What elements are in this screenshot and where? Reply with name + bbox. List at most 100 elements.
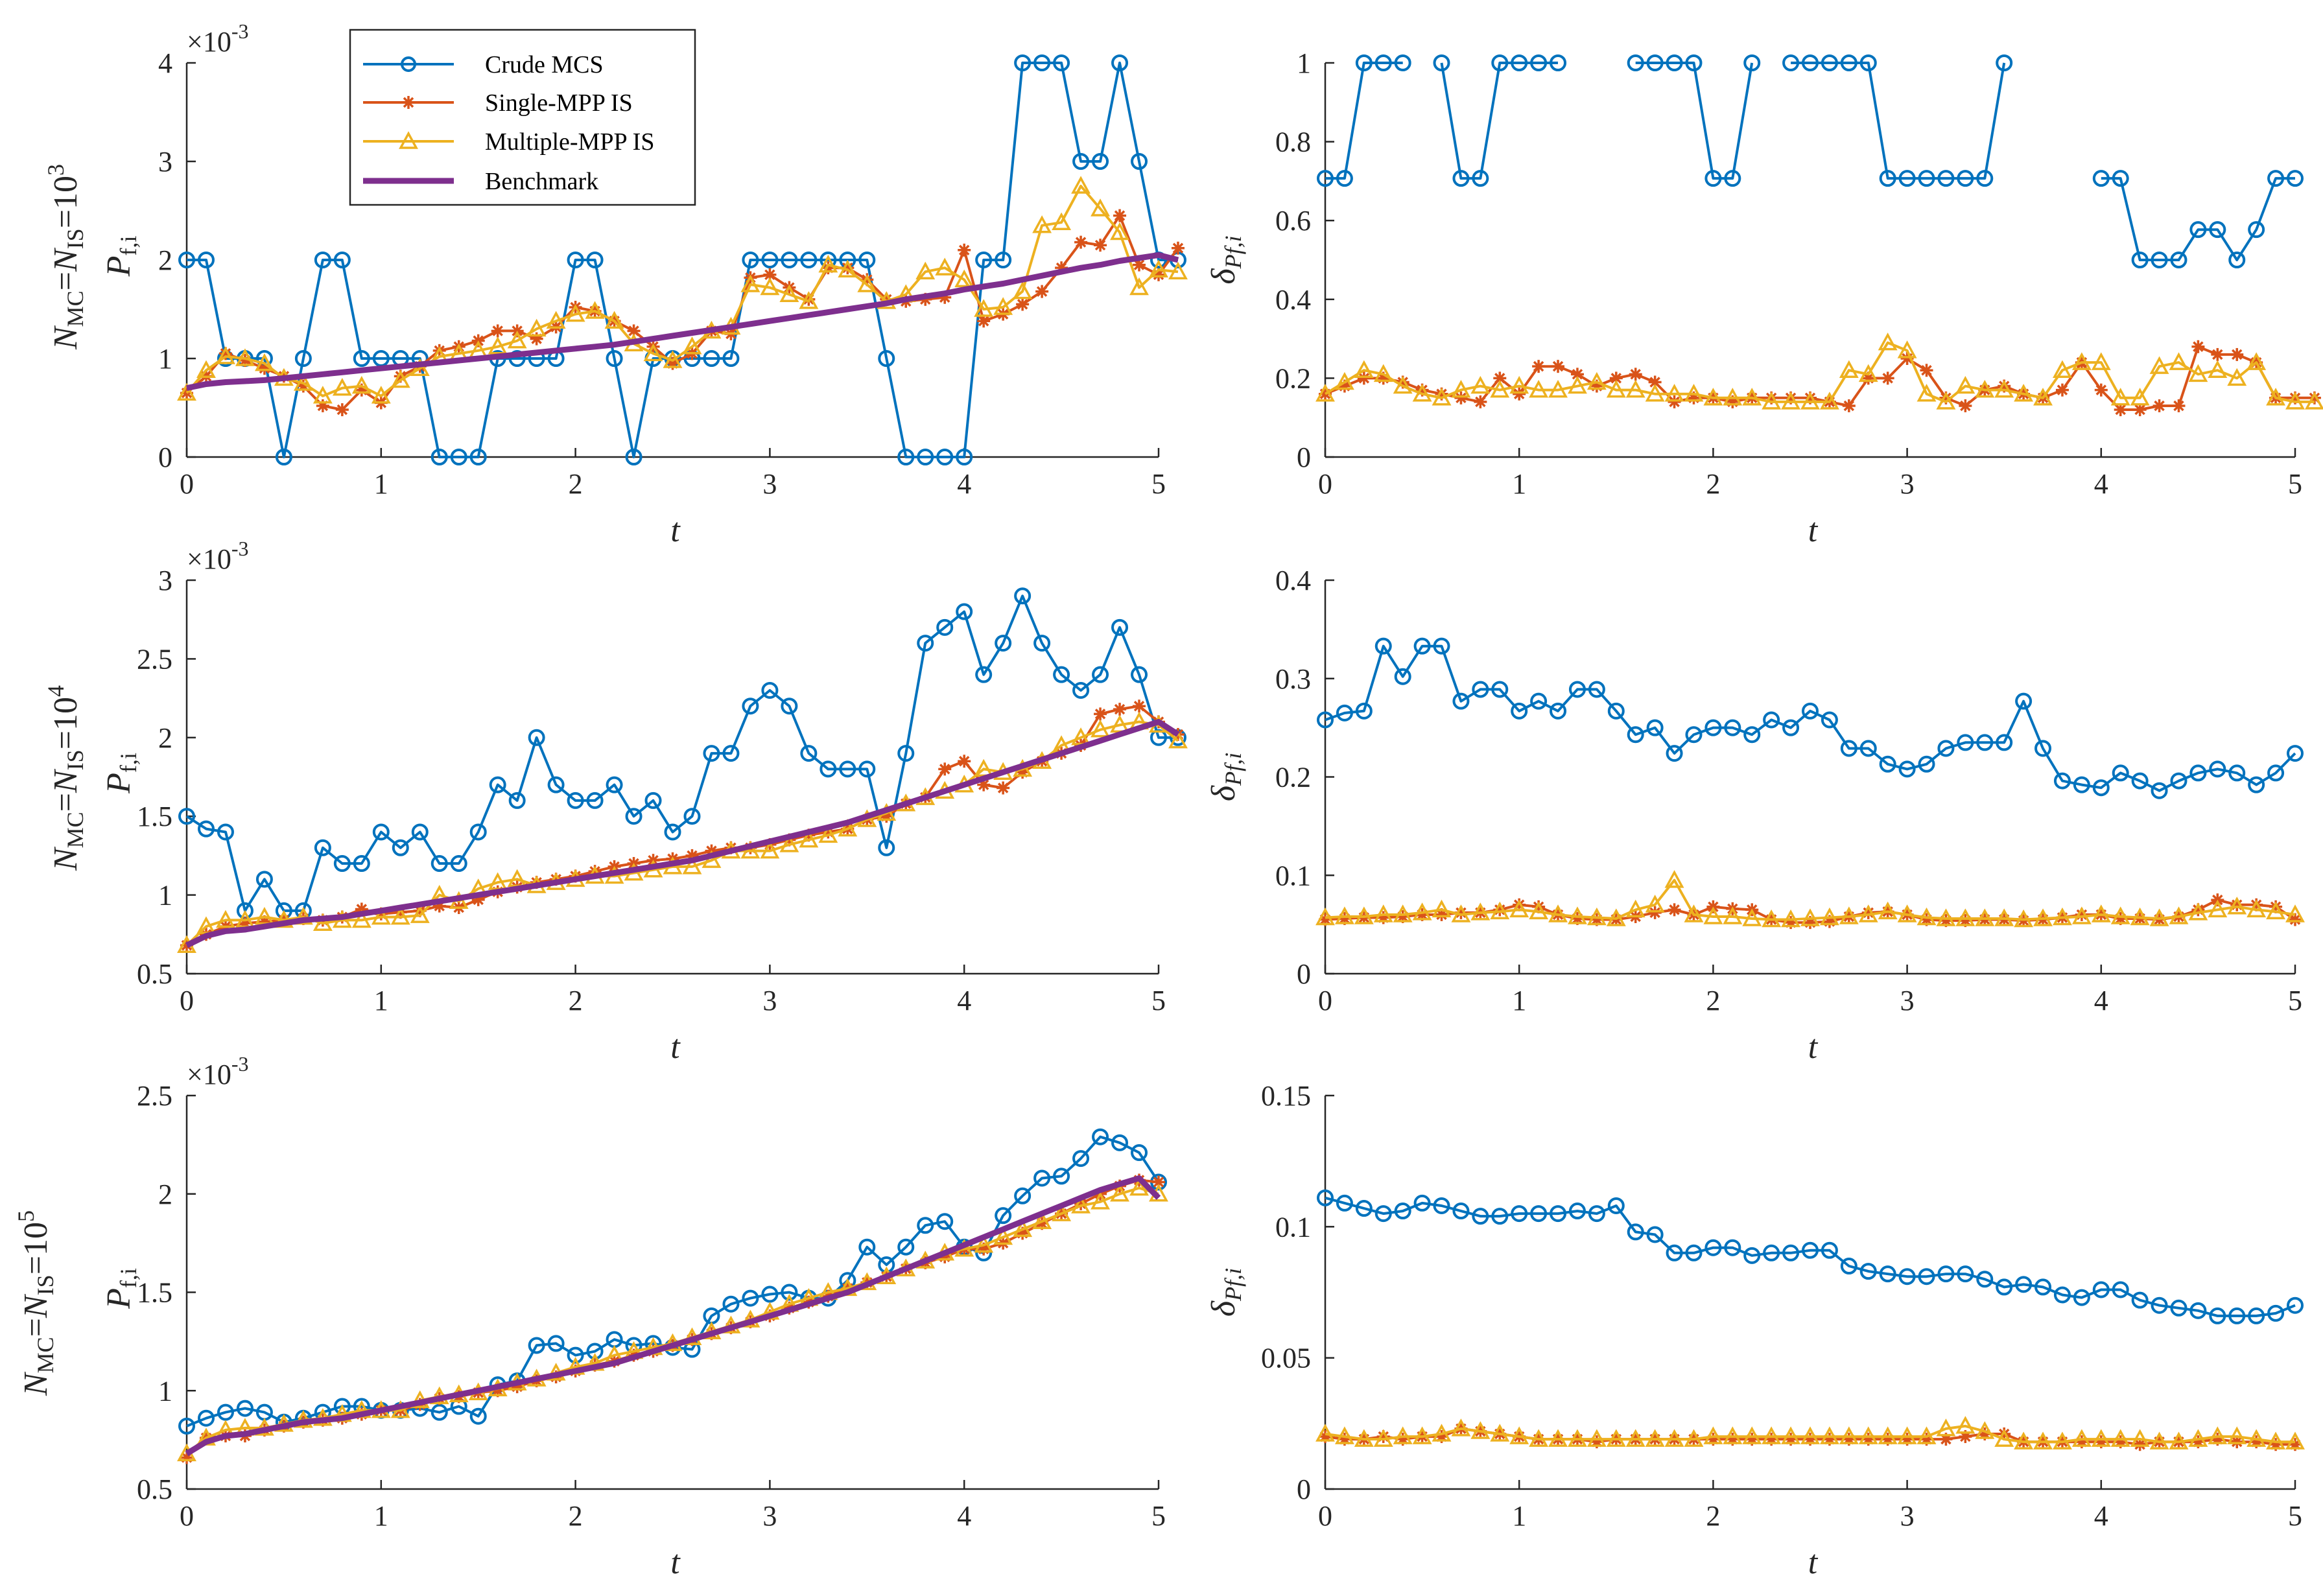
data-point [2149, 356, 2169, 374]
data-point [177, 382, 196, 401]
data-point [2266, 1431, 2286, 1449]
data-point [1664, 1429, 1684, 1447]
data-point [1053, 666, 1070, 683]
data-point [2191, 340, 2205, 353]
y-tick-label: 0.1 [1275, 1211, 1311, 1243]
y-tick-label: 1.5 [137, 801, 172, 832]
data-point [1013, 1219, 1033, 1238]
data-point [1454, 391, 1468, 405]
data-point [995, 1207, 1012, 1225]
data-point [530, 332, 543, 346]
data-point [1394, 1203, 1411, 1220]
data-point [1840, 1258, 1857, 1275]
x-tick-label: 0 [180, 468, 194, 500]
data-point [818, 254, 838, 273]
data-point [915, 261, 936, 279]
data-point [1878, 333, 1898, 351]
data-point [1568, 906, 1587, 924]
series-line [2101, 177, 2295, 261]
data-point [1782, 719, 1800, 736]
data-point [1548, 1429, 1568, 1447]
data-point [1129, 277, 1149, 296]
data-point [1091, 198, 1111, 217]
series-single-mpp-is [180, 209, 1185, 417]
data-point [333, 252, 351, 268]
data-point [839, 760, 856, 778]
data-point [1878, 901, 1898, 920]
data-point [2151, 782, 2168, 799]
data-point [1393, 904, 1413, 922]
series-multiple-mpp-is [1315, 870, 2305, 928]
data-point [254, 353, 274, 371]
data-point [1529, 379, 1549, 398]
data-point [1994, 908, 2014, 926]
data-point [1588, 681, 1605, 698]
data-point [1014, 1187, 1032, 1204]
data-point [2248, 1307, 2265, 1324]
data-point [1586, 371, 1607, 390]
data-point [1393, 1426, 1413, 1444]
data-point [2228, 252, 2246, 268]
data-point [1548, 379, 1568, 398]
data-point [2228, 764, 2246, 782]
data-point [1374, 637, 1392, 655]
x-tick-label: 2 [1706, 985, 1720, 1016]
data-point [2130, 907, 2150, 926]
data-point [491, 324, 504, 338]
data-point [818, 825, 838, 843]
data-point [993, 1226, 1013, 1245]
data-point [312, 386, 333, 404]
series-crude-mcs [178, 1128, 1167, 1435]
data-point [1433, 1197, 1450, 1214]
data-point [2170, 252, 2187, 268]
data-point [1955, 1416, 1975, 1434]
data-point [761, 252, 779, 268]
legend-entry-benchmark: Benchmark [363, 168, 598, 195]
y-tick-label: 0.3 [1275, 663, 1311, 695]
data-point [1802, 702, 1819, 720]
data-point [1511, 1205, 1528, 1223]
data-point [2033, 1431, 2053, 1449]
x-tick-label: 1 [1512, 985, 1526, 1016]
y-tick-label: 0.6 [1275, 205, 1311, 237]
x-tick-label: 1 [1512, 468, 1526, 500]
data-point [507, 869, 527, 887]
data-point [1152, 1175, 1165, 1189]
data-point [2131, 252, 2149, 268]
data-point [1052, 212, 1072, 230]
y-tick-label: 0.4 [1275, 284, 1311, 316]
data-point [1532, 360, 1546, 373]
data-point [2033, 908, 2053, 926]
data-point [567, 252, 584, 268]
data-point [2172, 399, 2186, 412]
data-point [1723, 388, 1743, 406]
data-point [1354, 906, 1374, 924]
x-axis-label: t [1808, 1029, 1819, 1066]
x-axis-label: t [670, 1029, 681, 1066]
data-point [1782, 54, 1800, 71]
data-point [565, 303, 585, 322]
data-point [936, 618, 954, 636]
series-line [185, 594, 1178, 912]
data-point [1470, 902, 1491, 921]
data-point [1898, 760, 1916, 778]
x-tick-label: 1 [374, 985, 388, 1016]
data-point [450, 855, 467, 873]
data-point [1802, 1241, 1819, 1259]
data-point [1645, 384, 1665, 402]
data-point [1840, 54, 1857, 71]
data-point [1684, 1429, 1704, 1447]
data-point [1433, 54, 1450, 71]
data-point [1859, 1263, 1877, 1280]
x-tick-label: 4 [2094, 1500, 2108, 1532]
y-tick-label: 2 [158, 244, 172, 276]
data-point [2091, 904, 2111, 922]
data-point [2246, 899, 2267, 918]
data-point [2014, 1431, 2034, 1449]
x-tick-label: 5 [1151, 985, 1166, 1016]
data-point [878, 839, 895, 856]
data-point [2131, 1291, 2149, 1309]
data-point [1685, 1244, 1703, 1262]
data-point [1315, 1424, 1335, 1442]
data-point [1511, 702, 1528, 720]
